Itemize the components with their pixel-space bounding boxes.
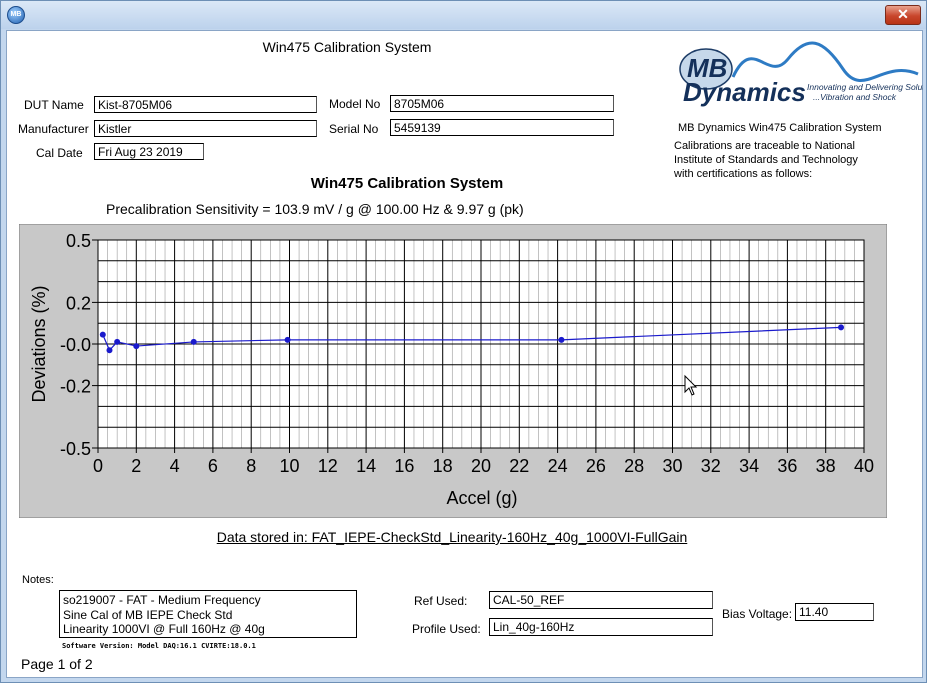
notes-box: so219007 - FAT - Medium Frequency Sine C… <box>59 590 357 638</box>
data-point <box>133 343 140 350</box>
x-tick-label: 32 <box>701 456 721 476</box>
mouse-cursor-icon <box>684 374 698 396</box>
x-tick-label: 10 <box>279 456 299 476</box>
x-tick-label: 20 <box>471 456 491 476</box>
data-point <box>106 347 113 354</box>
y-tick-label: 0.2 <box>66 293 91 313</box>
logo-tagline-1: Innovating and Delivering Solutio <box>807 82 923 92</box>
y-tick-label: -0.2 <box>60 377 91 397</box>
data-point <box>558 336 565 343</box>
notes-line-1: so219007 - FAT - Medium Frequency <box>63 593 261 607</box>
serial-no-label: Serial No <box>329 122 379 136</box>
logo-globe-icon <box>679 48 733 90</box>
x-tick-label: 2 <box>131 456 141 476</box>
cal-date-label: Cal Date <box>36 146 83 160</box>
y-axis-label: Deviations (%) <box>29 285 49 402</box>
x-tick-label: 4 <box>170 456 180 476</box>
model-no-field: 8705M06 <box>390 95 614 112</box>
report-page: Win475 Calibration System MB Dynamics In… <box>6 30 923 678</box>
software-version: Software Version: Model DAQ:16.1 CVIRTE:… <box>62 642 256 650</box>
trace-text-3: with certifications as follows: <box>674 168 813 180</box>
y-tick-label: -0.5 <box>60 439 91 459</box>
data-point <box>99 331 106 338</box>
manufacturer-field: Kistler <box>94 120 317 137</box>
x-tick-label: 34 <box>739 456 759 476</box>
logo-brand-text: Dynamics <box>683 77 806 107</box>
close-icon: ✕ <box>897 6 909 22</box>
report-title: Win475 Calibration System <box>262 39 432 55</box>
logo-wave-icon <box>731 41 919 82</box>
profile-used-label: Profile Used: <box>412 622 481 636</box>
y-tick-label: 0.5 <box>66 231 91 251</box>
precalibration-sensitivity: Precalibration Sensitivity = 103.9 mV / … <box>106 201 524 217</box>
x-tick-label: 36 <box>777 456 797 476</box>
series-group <box>99 324 845 354</box>
deviation-chart: 0.50.2-0.0-0.2-0.5 0 2 4 6 8 10 12 14 16 18 20 22 24… <box>19 224 887 518</box>
serial-no-field: 5459139 <box>390 119 614 136</box>
notes-line-2: Sine Cal of MB IEPE Check Std <box>63 607 233 622</box>
y-axis-ticks: 0.5 0.2 -0.0 -0.2 -0.5 <box>60 231 98 459</box>
chart-grid <box>97 239 865 449</box>
x-tick-label: 14 <box>356 456 376 476</box>
ref-used-label: Ref Used: <box>414 594 468 608</box>
data-point <box>190 338 197 345</box>
x-tick-label: 24 <box>548 456 568 476</box>
x-tick-label: 8 <box>246 456 256 476</box>
title-bar[interactable]: MB ✕ <box>1 1 926 29</box>
x-tick-label: 40 <box>854 456 874 476</box>
logo-mb-text: MB <box>687 53 727 83</box>
cal-date-field: Fri Aug 23 2019 <box>94 143 204 160</box>
bias-voltage-field: 11.40 <box>795 603 874 621</box>
x-tick-label: 12 <box>318 456 338 476</box>
x-tick-label: 28 <box>624 456 644 476</box>
data-point <box>114 338 121 345</box>
trace-text-2: Institute of Standards and Technology <box>674 154 858 166</box>
x-tick-label: 0 <box>93 456 103 476</box>
x-tick-label: 18 <box>433 456 453 476</box>
dut-name-label: DUT Name <box>24 98 84 112</box>
dut-name-field: Kist-8705M06 <box>94 96 317 113</box>
chart-title: Win475 Calibration System <box>310 175 504 192</box>
notes-label: Notes: <box>22 574 54 586</box>
mb-dynamics-logo: MB Dynamics Innovating and Delivering So… <box>679 41 923 107</box>
notes-line-3: Linearity 1000VI @ Full 160Hz @ 40g <box>63 622 265 636</box>
x-axis-ticks: 0 2 4 6 8 10 12 14 16 18 20 22 24 26 28 30 32 34 36 38 40 <box>93 448 874 476</box>
y-tick-label: -0.0 <box>60 335 91 355</box>
manufacturer-label: Manufacturer <box>18 122 89 136</box>
x-tick-label: 22 <box>509 456 529 476</box>
data-point <box>284 336 291 343</box>
bias-voltage-label: Bias Voltage: <box>722 607 793 621</box>
close-button[interactable]: ✕ <box>885 5 921 25</box>
x-axis-label: Accel (g) <box>446 488 517 508</box>
page-number: Page 1 of 2 <box>21 656 93 672</box>
x-tick-label: 26 <box>586 456 606 476</box>
model-no-label: Model No <box>329 97 381 111</box>
ref-used-field: CAL-50_REF <box>489 591 713 609</box>
x-tick-label: 6 <box>208 456 218 476</box>
logo-tagline-2: ...Vibration and Shock <box>813 92 897 102</box>
x-tick-label: 16 <box>394 456 414 476</box>
x-tick-label: 38 <box>816 456 836 476</box>
trace-text-1: Calibrations are traceable to National <box>674 140 855 152</box>
mb-dynamics-app-icon[interactable]: MB <box>7 6 25 24</box>
system-name-text: MB Dynamics Win475 Calibration System <box>678 122 882 134</box>
profile-used-field: Lin_40g-160Hz <box>489 618 713 636</box>
data-point <box>838 324 845 331</box>
data-stored-path: Data stored in: FAT_IEPE-CheckStd_Linear… <box>216 529 688 545</box>
x-tick-label: 30 <box>662 456 682 476</box>
